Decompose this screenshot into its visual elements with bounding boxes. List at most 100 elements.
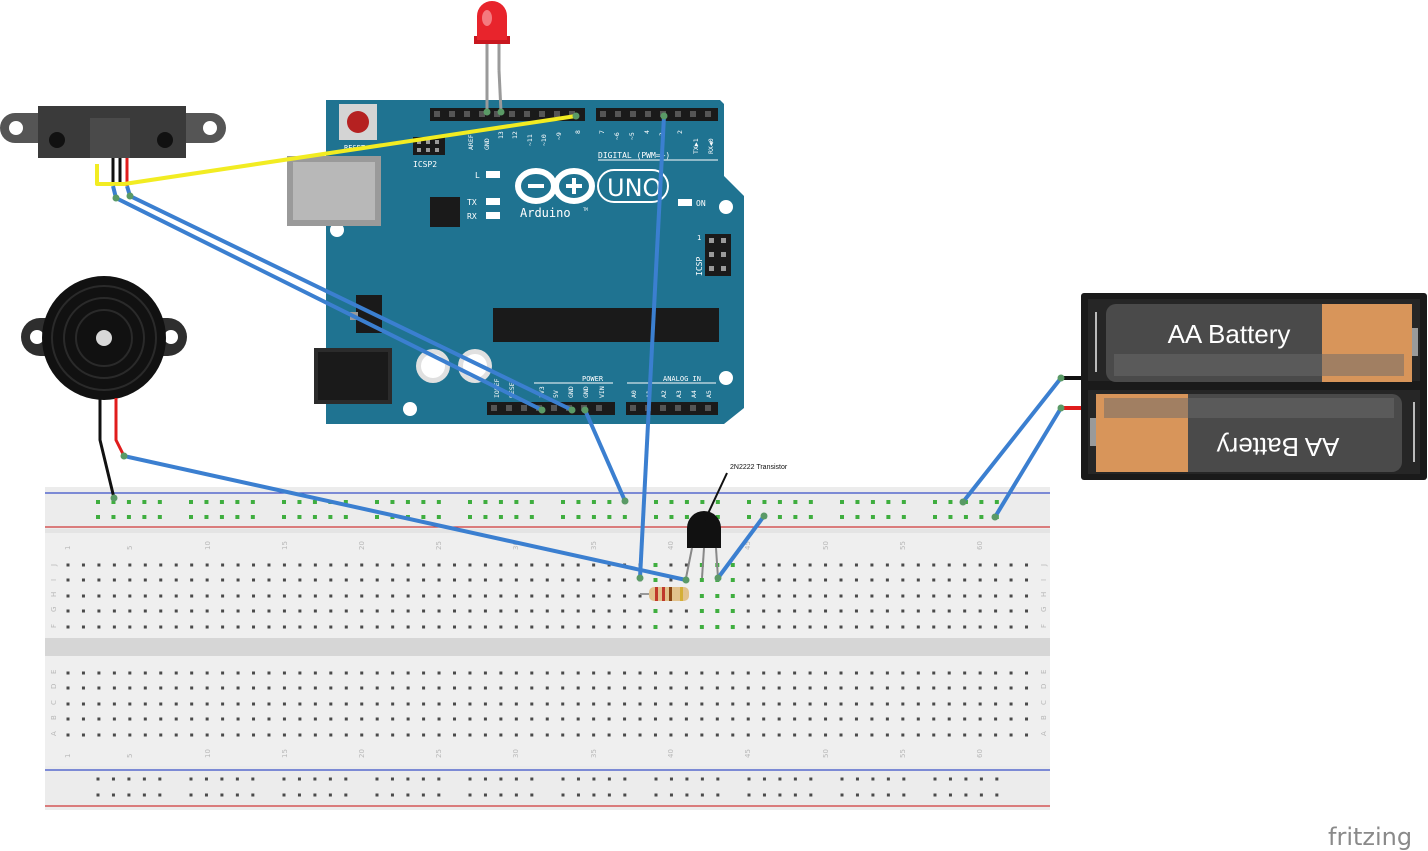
led-body: [477, 1, 507, 40]
row-letter: C: [1040, 700, 1048, 705]
connected-hole: [948, 515, 953, 519]
connected-hole: [96, 515, 100, 519]
breadboard-hole: [468, 733, 472, 737]
connected-hole: [343, 500, 348, 504]
breadboard-hole: [885, 609, 889, 613]
breadboard-hole: [916, 671, 920, 675]
transistor-leg: [701, 547, 705, 579]
connected-hole: [793, 515, 798, 519]
breadboard-hole: [205, 686, 209, 690]
battery-bottom-shade: [1104, 398, 1394, 418]
breadboard-hole: [437, 563, 441, 567]
breadboard-hole: [839, 733, 843, 737]
rail-hole: [871, 793, 875, 797]
wire-end: [682, 576, 690, 584]
rail-hole: [204, 793, 208, 797]
breadboard-hole: [1025, 609, 1029, 613]
breadboard-hole: [1009, 563, 1013, 567]
reset-button-cap[interactable]: [347, 111, 369, 133]
header-pin: [630, 405, 636, 411]
breadboard-hole: [81, 702, 85, 706]
breadboard-hole: [808, 609, 812, 613]
buzzer-mount-hole: [164, 330, 178, 344]
breadboard-hole: [623, 609, 627, 613]
breadboard-hole: [221, 578, 225, 582]
rail-hole: [948, 793, 952, 797]
breadboard-hole: [638, 733, 642, 737]
breadboard-hole: [375, 578, 379, 582]
breadboard-hole: [777, 702, 781, 706]
breadboard-hole: [453, 609, 456, 613]
breadboard-hole: [994, 609, 998, 613]
resistor-band: [680, 587, 683, 601]
breadboard-hole: [344, 671, 348, 675]
rail-hole: [220, 777, 224, 781]
header-pin: [539, 111, 545, 117]
connected-hole: [715, 625, 720, 629]
breadboard-hole: [669, 578, 673, 582]
connected-hole: [963, 515, 968, 519]
connected-hole: [235, 515, 240, 519]
breadboard-hole: [159, 717, 163, 721]
breadboard-hole: [282, 733, 286, 737]
transistor-leg: [685, 547, 693, 579]
header-pin: [449, 111, 455, 117]
breadboard-hole: [422, 671, 426, 675]
breadboard-hole: [839, 702, 843, 706]
breadboard-hole: [885, 717, 889, 721]
header-pin: [491, 405, 497, 411]
breadboard-hole: [994, 702, 998, 706]
row-letter: J: [1040, 564, 1048, 567]
connected-hole: [699, 578, 704, 582]
rail-hole: [623, 777, 627, 781]
breadboard-hole: [777, 733, 781, 737]
connected-hole: [684, 500, 689, 504]
connected-hole: [436, 515, 441, 519]
breadboard-hole: [1025, 578, 1029, 582]
row-letter: G: [1040, 607, 1048, 612]
breadboard-hole: [1025, 563, 1029, 567]
connected-hole: [142, 515, 147, 519]
breadboard-hole: [143, 609, 147, 613]
transistor-body: [687, 511, 721, 548]
breadboard-hole: [128, 733, 132, 737]
connected-hole: [111, 515, 116, 519]
breadboard-hole: [282, 594, 286, 598]
wire-end: [483, 108, 491, 116]
breadboard-hole: [205, 671, 209, 675]
col-num: 55: [899, 541, 907, 550]
breadboard-hole: [530, 686, 534, 690]
header-pin: [464, 111, 470, 117]
breadboard-hole: [437, 671, 441, 675]
breadboard-hole: [870, 733, 874, 737]
breadboard-hole: [824, 686, 828, 690]
breadboard-hole: [282, 702, 286, 706]
breadboard-hole: [391, 686, 395, 690]
breadboard-hole: [824, 625, 828, 629]
battery-bottom-label: AA Battery: [1217, 432, 1340, 462]
rail-hole: [933, 777, 937, 781]
breadboard-hole: [159, 625, 163, 629]
breadboard-hole: [514, 594, 518, 598]
breadboard-hole: [700, 702, 704, 706]
col-num: 10: [204, 541, 212, 550]
breadboard-hole: [514, 686, 518, 690]
connected-hole: [219, 500, 224, 504]
breadboard-hole: [870, 625, 874, 629]
breadboard-hole: [205, 609, 209, 613]
rail-hole: [669, 793, 673, 797]
connected-hole: [653, 563, 658, 567]
rail-hole: [328, 793, 332, 797]
pin-label: GND: [567, 386, 575, 398]
breadboard-hole: [870, 609, 874, 613]
breadboard: 1 5 10 15 20 25 30 35 40 45 50 55 60 1 5…: [45, 487, 1050, 810]
breadboard-hole: [623, 702, 627, 706]
connected-hole: [622, 515, 627, 519]
breadboard-hole: [453, 671, 456, 675]
col-num: 1: [64, 754, 72, 758]
breadboard-hole: [1009, 717, 1013, 721]
center-channel: [45, 638, 1050, 656]
breadboard-hole: [870, 671, 874, 675]
breadboard-hole: [746, 671, 750, 675]
connected-hole: [793, 500, 798, 504]
